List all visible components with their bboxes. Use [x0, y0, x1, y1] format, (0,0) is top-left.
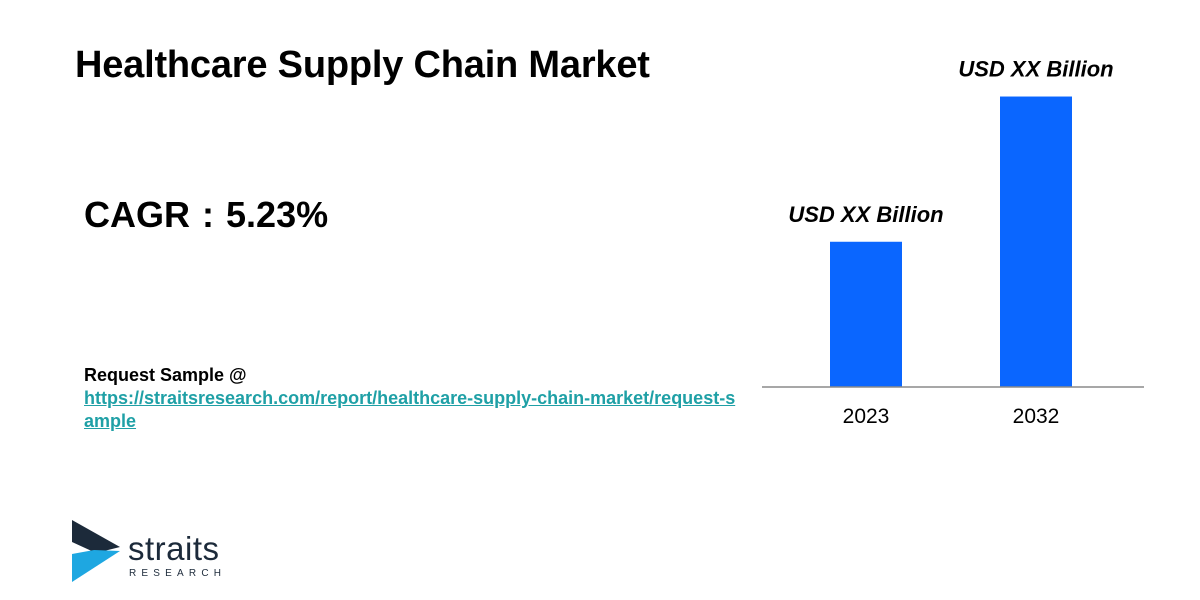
market-bar-chart: USD XX Billion 2023 USD XX Billion 2032 [762, 57, 1144, 428]
straits-logo-mark-icon [72, 520, 120, 582]
request-sample-label: Request Sample @ [84, 365, 247, 385]
bar-value-label-2032: USD XX Billion [958, 57, 1113, 82]
bar-value-label-2023: USD XX Billion [788, 202, 943, 227]
straits-research-logo: straits RESEARCH [72, 520, 252, 585]
logo-subtitle: RESEARCH [129, 568, 227, 579]
page-title: Healthcare Supply Chain Market [75, 44, 650, 86]
request-sample-link[interactable]: https://straitsresearch.com/report/healt… [84, 388, 736, 431]
request-sample: Request Sample @ https://straitsresearch… [84, 364, 744, 433]
bar-2023 [830, 241, 902, 387]
cagr-stat: CAGR : 5.23% [84, 194, 328, 236]
cagr-value: 5.23% [226, 194, 329, 235]
logo-wordmark: straits [128, 530, 220, 567]
cagr-separator: : [202, 194, 215, 235]
x-tick-label-2023: 2023 [843, 405, 890, 428]
x-tick-label-2032: 2032 [1013, 405, 1060, 428]
bar-2032 [1000, 96, 1072, 388]
cagr-label: CAGR [84, 194, 190, 235]
